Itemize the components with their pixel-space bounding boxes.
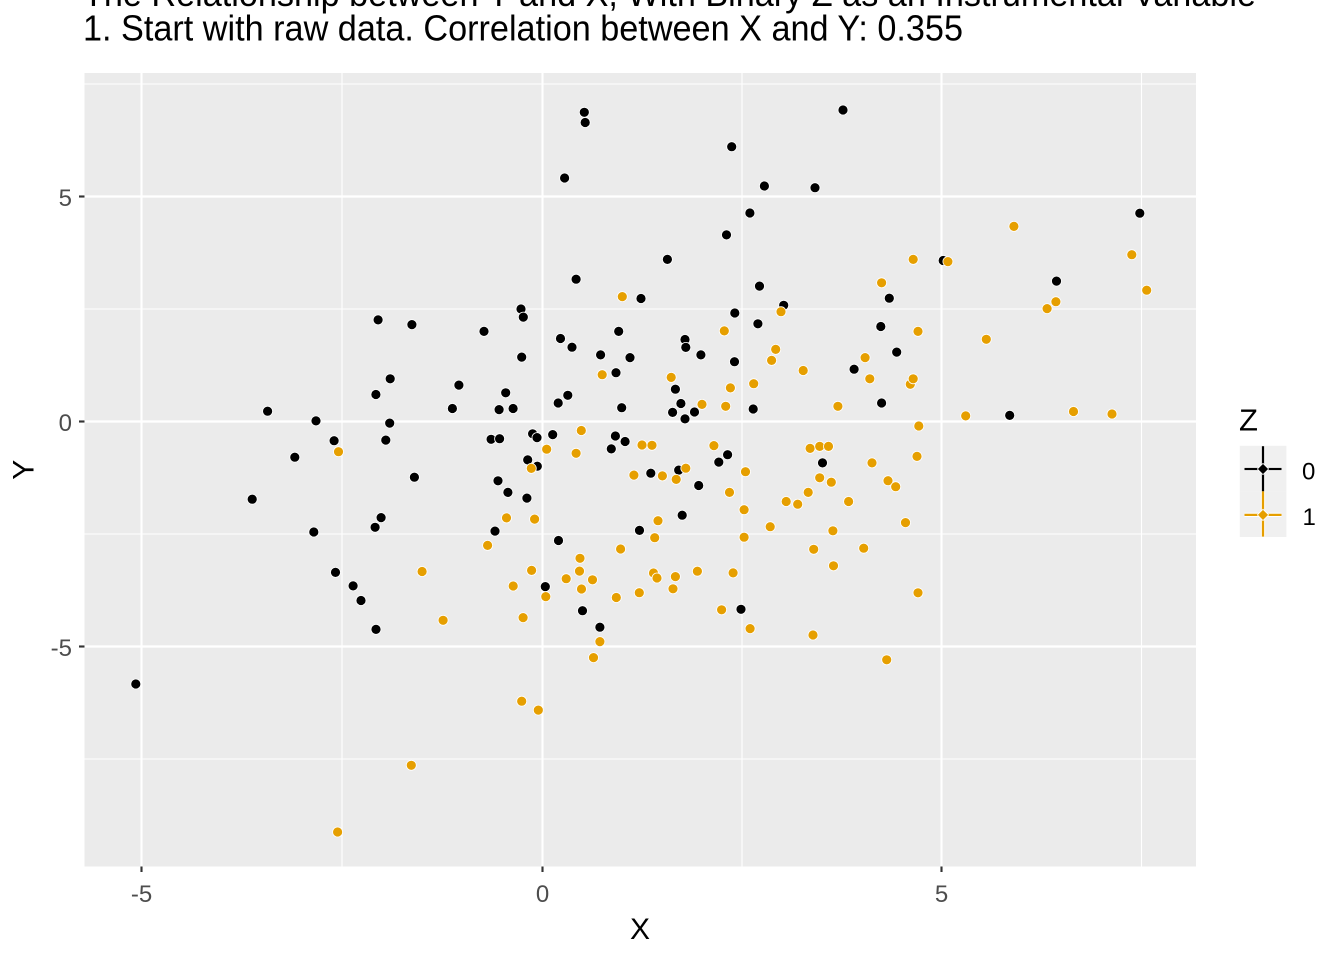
svg-text:-5: -5 <box>51 635 72 662</box>
svg-text:5: 5 <box>59 185 72 212</box>
svg-text:Y: Y <box>8 460 41 480</box>
svg-text:5: 5 <box>935 881 948 908</box>
svg-text:-5: -5 <box>131 881 152 908</box>
svg-text:1: 1 <box>1303 504 1316 531</box>
svg-text:0: 0 <box>1302 458 1315 485</box>
svg-text:The Relationship between Y and: The Relationship between Y and X, With B… <box>83 0 1256 14</box>
svg-text:0: 0 <box>536 881 549 908</box>
svg-text:0: 0 <box>59 410 72 437</box>
svg-text:Z: Z <box>1239 403 1258 438</box>
svg-text:1. Start with raw data. Correl: 1. Start with raw data. Correlation betw… <box>83 8 963 49</box>
svg-text:X: X <box>630 913 650 946</box>
